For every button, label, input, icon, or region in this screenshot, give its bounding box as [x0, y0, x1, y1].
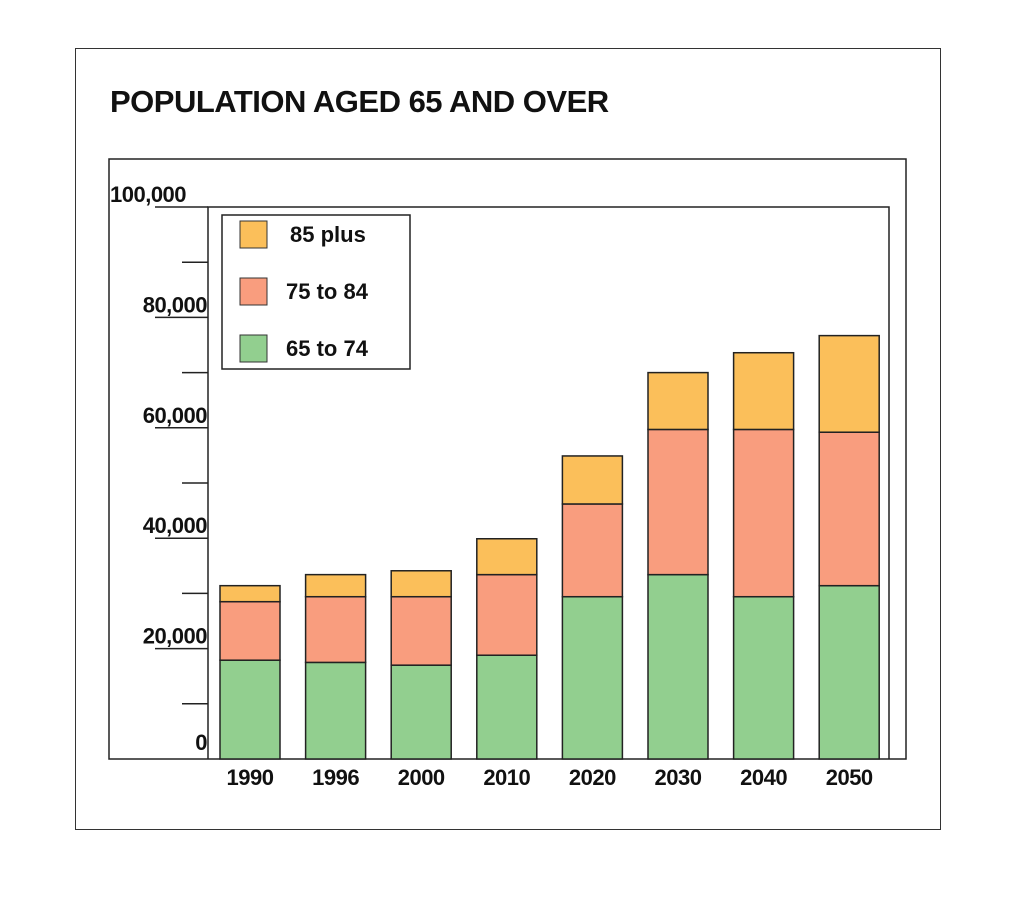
- bar-segment-1990-85-plus: [219, 584, 281, 603]
- bar-segment-1996-85-plus: [304, 573, 367, 598]
- bar-segment-2000-85-plus: [390, 570, 452, 598]
- bar-segment-2040-65-to-74: [732, 595, 795, 760]
- bar-segment-1996-75-to-84: [304, 595, 367, 664]
- x-tick-label: 1990: [227, 765, 274, 790]
- bar-segment-1996-65-to-74: [304, 661, 367, 760]
- bar-segment-2030-65-to-74: [647, 573, 709, 760]
- y-tick-label: 40,000: [143, 513, 208, 538]
- bar-segment-2040-75-to-84: [732, 428, 795, 598]
- bar-segment-2030-85-plus: [647, 371, 709, 431]
- y-tick-label: 60,000: [143, 403, 208, 428]
- x-tick-label: 2040: [740, 765, 787, 790]
- bar-segment-2000-75-to-84: [390, 595, 452, 666]
- bar-segment-2020-85-plus: [561, 455, 624, 505]
- x-tick-label: 2050: [826, 765, 873, 790]
- legend-label: 65 to 74: [286, 336, 369, 361]
- bar-segment-2010-75-to-84: [476, 573, 538, 656]
- bar-segment-2020-65-to-74: [561, 595, 624, 760]
- legend-label: 75 to 84: [286, 279, 369, 304]
- x-tick-label: 2000: [398, 765, 445, 790]
- y-tick-label: 20,000: [143, 624, 208, 649]
- chart-frame: [75, 48, 941, 830]
- bar-segment-2050-75-to-84: [818, 431, 880, 587]
- y-tick-label: 0: [195, 730, 207, 755]
- y-tick-label: 100,000: [110, 182, 186, 207]
- chart-title: POPULATION AGED 65 AND OVER: [110, 84, 609, 119]
- bar-segment-1990-75-to-84: [219, 600, 281, 661]
- bar-segment-2040-85-plus: [732, 351, 795, 431]
- legend-swatch: [239, 220, 268, 249]
- bar-segment-2050-85-plus: [818, 334, 880, 433]
- bar-segment-2010-65-to-74: [476, 654, 538, 760]
- x-tick-label: 2030: [655, 765, 702, 790]
- x-tick-label: 2020: [569, 765, 616, 790]
- bar-segment-2030-75-to-84: [647, 428, 709, 576]
- x-tick-label: 1996: [312, 765, 359, 790]
- bar-segment-2020-75-to-84: [561, 503, 624, 598]
- legend-swatch: [239, 277, 268, 306]
- bar-segment-2010-85-plus: [476, 538, 538, 576]
- bar-segment-2000-65-to-74: [390, 664, 452, 760]
- bar-segment-1990-65-to-74: [219, 659, 281, 760]
- bar-segment-2050-65-to-74: [818, 584, 880, 760]
- legend-label: 85 plus: [290, 222, 366, 247]
- y-tick-label: 80,000: [143, 292, 208, 317]
- x-tick-label: 2010: [483, 765, 530, 790]
- legend-swatch: [239, 334, 268, 363]
